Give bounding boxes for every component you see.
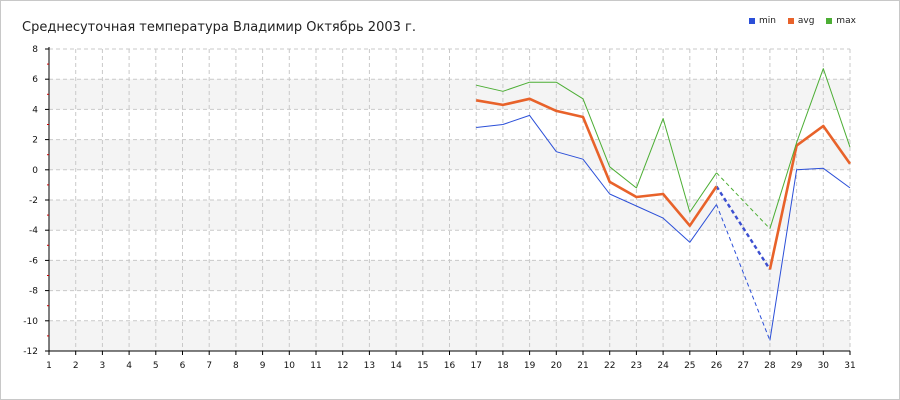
x-tick-label: 26 xyxy=(711,361,723,371)
x-tick-label: 25 xyxy=(684,361,695,371)
y-tick-label: -12 xyxy=(23,347,38,357)
y-tick-label: -8 xyxy=(29,287,38,297)
legend-swatch-avg xyxy=(787,18,794,24)
plot-grid xyxy=(48,48,851,352)
x-tick-label: 31 xyxy=(844,361,855,371)
x-tick-label: 15 xyxy=(417,361,428,371)
legend-item-avg: avg xyxy=(787,16,815,26)
x-tick-label: 24 xyxy=(657,361,669,371)
y-tick-label: -6 xyxy=(29,256,38,266)
y-tick-label: 4 xyxy=(32,105,38,115)
x-tick-label: 10 xyxy=(284,361,296,371)
x-tick-label: 13 xyxy=(364,361,375,371)
x-tick-label: 23 xyxy=(631,361,642,371)
y-tick-label: -2 xyxy=(29,196,38,206)
series-line-avg xyxy=(475,97,718,227)
y-tick-label: 2 xyxy=(32,136,38,146)
x-tick-label: 11 xyxy=(310,361,321,371)
series-line-avg xyxy=(768,124,852,270)
legend-swatch-max xyxy=(826,18,833,24)
series-gap-line-avg xyxy=(715,185,771,271)
legend-label-max: max xyxy=(836,16,856,26)
x-tick-label: 6 xyxy=(180,361,186,371)
x-tick-label: 3 xyxy=(100,361,106,371)
x-tick-label: 4 xyxy=(126,361,132,371)
chart-legend: min avg max xyxy=(749,16,865,27)
legend-label-min: min xyxy=(759,16,776,26)
series-line-min xyxy=(769,167,851,341)
series-gap-line-max xyxy=(716,172,771,230)
y-tick-label: 0 xyxy=(32,166,38,176)
x-tick-label: 12 xyxy=(337,361,348,371)
y-tick-label: 8 xyxy=(32,45,38,55)
series-gap-line-min xyxy=(716,204,771,341)
x-tick-label: 27 xyxy=(737,361,748,371)
x-tick-label: 1 xyxy=(46,361,52,371)
plot-series xyxy=(475,68,852,341)
y-tick-label: -10 xyxy=(23,317,38,327)
x-tick-label: 17 xyxy=(470,361,481,371)
x-tick-label: 9 xyxy=(260,361,266,371)
x-tick-label: 21 xyxy=(577,361,588,371)
chart-title: Среднесуточная температура Владимир Октя… xyxy=(22,20,416,35)
x-tick-label: 8 xyxy=(233,361,239,371)
series-line-min xyxy=(476,114,717,243)
x-tick-label: 19 xyxy=(524,361,536,371)
x-tick-label: 30 xyxy=(818,361,830,371)
legend-item-max: max xyxy=(826,16,856,26)
plot-axes xyxy=(45,47,851,355)
x-tick-label: 2 xyxy=(73,361,79,371)
series-line-max xyxy=(476,81,717,213)
x-tick-label: 16 xyxy=(444,361,456,371)
x-tick-label: 29 xyxy=(791,361,803,371)
x-tick-label: 7 xyxy=(206,361,212,371)
series-line-max xyxy=(769,68,851,229)
x-tick-label: 14 xyxy=(390,361,402,371)
x-tick-label: 18 xyxy=(497,361,509,371)
x-tick-label: 28 xyxy=(764,361,776,371)
legend-item-min: min xyxy=(749,16,776,26)
x-tick-label: 22 xyxy=(604,361,615,371)
legend-label-avg: avg xyxy=(797,16,815,26)
legend-swatch-min xyxy=(749,18,755,24)
y-tick-label: -4 xyxy=(29,226,38,236)
y-tick-label: 6 xyxy=(32,75,38,85)
x-tick-label: 5 xyxy=(153,361,159,371)
x-tick-label: 20 xyxy=(551,361,563,371)
